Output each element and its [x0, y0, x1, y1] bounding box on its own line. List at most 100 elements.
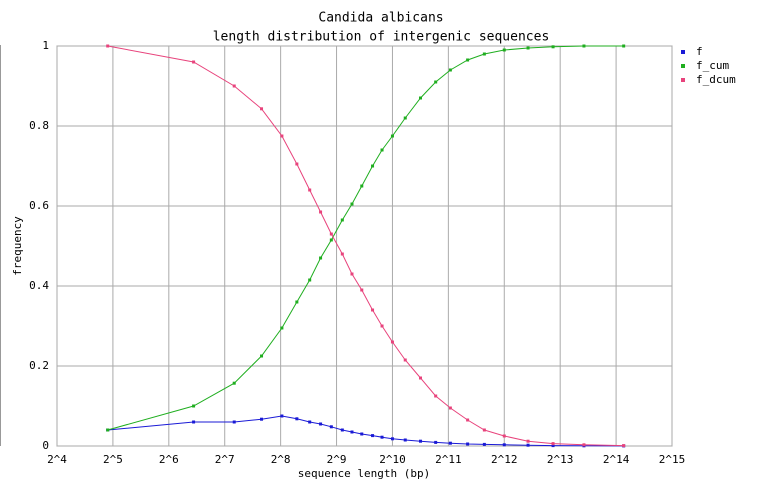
- data-point: [350, 202, 354, 206]
- chart-subtitle: length distribution of intergenic sequen…: [213, 30, 550, 45]
- data-point: [360, 432, 364, 436]
- data-point: [434, 440, 438, 444]
- data-point: [340, 252, 344, 256]
- data-point: [192, 60, 196, 64]
- x-tick-label: 2^9: [327, 453, 347, 466]
- x-tick-label: 2^15: [659, 453, 686, 466]
- x-tick-label: 2^11: [435, 453, 462, 466]
- data-point: [551, 444, 555, 448]
- series-line: [107, 45, 624, 447]
- chart-title: Candida albicans: [318, 11, 443, 26]
- data-point: [329, 232, 333, 236]
- data-point: [106, 44, 110, 48]
- data-point: [419, 96, 423, 100]
- x-tick-label: 2^7: [215, 453, 235, 466]
- data-point: [360, 288, 364, 292]
- x-tick-label: 2^14: [603, 453, 630, 466]
- data-point: [260, 417, 264, 421]
- data-point: [448, 441, 452, 445]
- data-point: [419, 376, 423, 380]
- data-point: [622, 444, 626, 448]
- data-point: [551, 442, 555, 446]
- data-point: [232, 84, 236, 88]
- data-point: [280, 134, 284, 138]
- data-point: [434, 394, 438, 398]
- x-tick-label: 2^10: [379, 453, 406, 466]
- data-point: [280, 326, 284, 330]
- y-tick-label: 0.4: [29, 279, 49, 292]
- data-point: [482, 52, 486, 56]
- y-tick-label: 1: [42, 39, 49, 52]
- x-tick-label: 2^8: [271, 453, 291, 466]
- data-point: [340, 428, 344, 432]
- data-point: [551, 45, 555, 49]
- data-point: [390, 134, 394, 138]
- data-point: [371, 434, 375, 438]
- legend-label: f: [696, 45, 703, 58]
- x-tick-label: 2^4: [47, 453, 67, 466]
- data-point: [260, 354, 264, 358]
- data-point: [622, 44, 626, 48]
- legend-marker: [681, 50, 685, 54]
- data-point: [502, 443, 506, 447]
- data-point: [448, 406, 452, 410]
- data-point: [380, 148, 384, 152]
- data-point: [340, 218, 344, 222]
- data-point: [371, 308, 375, 312]
- data-point: [319, 422, 323, 426]
- data-point: [390, 340, 394, 344]
- data-point: [403, 116, 407, 120]
- x-tick-label: 2^6: [159, 453, 179, 466]
- data-point: [350, 430, 354, 434]
- data-point: [350, 272, 354, 276]
- data-point: [192, 404, 196, 408]
- legend-marker: [681, 78, 685, 82]
- data-point: [526, 46, 530, 50]
- data-point: [106, 428, 110, 432]
- data-point: [526, 439, 530, 443]
- data-point: [390, 437, 394, 441]
- data-point: [329, 425, 333, 429]
- plot-area: [56, 45, 673, 447]
- series-line: [107, 415, 624, 447]
- data-point: [192, 420, 196, 424]
- data-point: [232, 420, 236, 424]
- data-point: [526, 443, 530, 447]
- data-point: [308, 188, 312, 192]
- legend-marker: [681, 64, 685, 68]
- data-point: [502, 48, 506, 52]
- y-tick-label: 0: [42, 439, 49, 452]
- data-point: [308, 420, 312, 424]
- data-point: [482, 442, 486, 446]
- data-point: [466, 58, 470, 62]
- data-point: [260, 107, 264, 111]
- data-point: [419, 439, 423, 443]
- y-axis-label: frequency: [11, 216, 24, 276]
- data-point: [403, 438, 407, 442]
- x-tick-label: 2^12: [491, 453, 518, 466]
- series-line: [107, 45, 624, 431]
- legend-label: f_dcum: [696, 73, 736, 86]
- data-point: [448, 68, 452, 72]
- data-point: [295, 300, 299, 304]
- data-point: [295, 417, 299, 421]
- data-point: [380, 435, 384, 439]
- data-point: [434, 80, 438, 84]
- x-tick-label: 2^13: [547, 453, 574, 466]
- data-point: [403, 358, 407, 362]
- data-point: [308, 278, 312, 282]
- data-point: [280, 414, 284, 418]
- data-point: [582, 443, 586, 447]
- data-point: [232, 381, 236, 385]
- data-point: [319, 210, 323, 214]
- legend-label: f_cum: [696, 59, 729, 72]
- data-point: [582, 44, 586, 48]
- data-point: [502, 434, 506, 438]
- x-axis-label: sequence length (bp): [298, 467, 430, 480]
- x-tick-label: 2^5: [103, 453, 123, 466]
- data-point: [329, 238, 333, 242]
- data-point: [319, 256, 323, 260]
- data-point: [360, 184, 364, 188]
- y-tick-label: 0.2: [29, 359, 49, 372]
